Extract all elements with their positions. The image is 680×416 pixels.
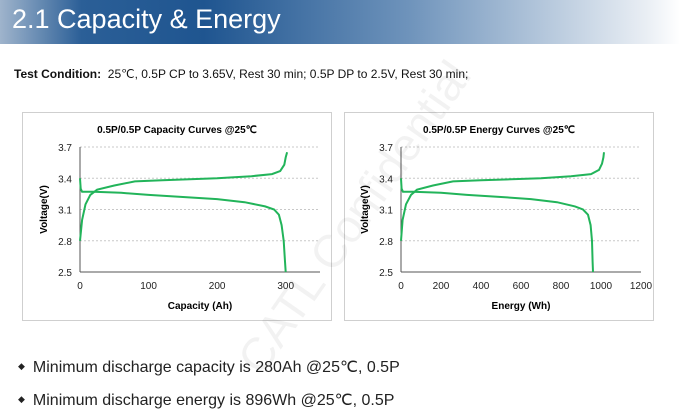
bullet-text: Minimum discharge energy is 896Wh @25℃, … [32, 391, 395, 409]
y-axis-label: Voltage(V) [39, 185, 50, 234]
energy-chart-svg: 3.7 3.4 3.1 2.8 2.5 0 200 400 600 800 1000 1200 Ener… [360, 143, 653, 312]
y-tick-label: 3.1 [58, 206, 72, 217]
bullet-text: Minimum discharge capacity is 280Ah @25℃… [32, 358, 400, 376]
y-tick-label: 3.7 [379, 143, 393, 154]
y-axis-label: Voltage(V) [360, 185, 371, 234]
test-condition: Test Condition: 25℃, 0.5P CP to 3.65V, R… [14, 67, 468, 81]
x-tick-label: 200 [209, 281, 226, 292]
y-tick-label: 3.4 [379, 174, 393, 185]
y-tick-label: 2.8 [379, 237, 393, 248]
chart-title: 0.5P/0.5P Energy Curves @25℃ [423, 125, 575, 136]
discharge-curve [79, 178, 287, 273]
header-banner: 2.1 Capacity & Energy [0, 0, 680, 44]
chart-title: 0.5P/0.5P Capacity Curves @25℃ [97, 125, 257, 136]
diamond-bullet-icon: ◆ [18, 361, 25, 371]
bullet-item: ◆ Minimum discharge capacity is 280Ah @25… [18, 350, 400, 383]
page-title: 2.1 Capacity & Energy [12, 4, 281, 34]
y-tick-label: 3.4 [58, 174, 72, 185]
test-condition-label: Test Condition: [14, 67, 102, 81]
diamond-bullet-icon: ◆ [18, 394, 25, 404]
x-tick-label: 0 [398, 281, 404, 292]
x-tick-label: 100 [140, 281, 157, 292]
bullet-item: ◆ Minimum discharge energy is 896Wh @25℃,… [18, 383, 400, 416]
energy-chart: 0.5P/0.5P Energy Curves @25℃ 3.7 3.4 3.1 2.… [344, 112, 654, 321]
capacity-chart-svg: 3.7 3.4 3.1 2.8 2.5 0 100 200 300 Capacity (Ah) Vo… [39, 143, 320, 312]
charge-curve [400, 152, 605, 241]
x-tick-label: 1200 [630, 281, 653, 292]
x-tick-label: 800 [553, 281, 570, 292]
x-axis-label: Capacity (Ah) [168, 301, 232, 312]
y-tick-label: 2.8 [58, 237, 72, 248]
y-tick-label: 2.5 [379, 268, 393, 279]
charge-curve [79, 151, 289, 241]
x-tick-label: 600 [513, 281, 530, 292]
test-condition-text: 25℃, 0.5P CP to 3.65V, Rest 30 min; 0.5P… [107, 67, 469, 81]
x-tick-label: 300 [277, 281, 294, 292]
y-tick-label: 2.5 [58, 268, 72, 279]
x-axis-label: Energy (Wh) [492, 301, 551, 312]
bullet-list: ◆ Minimum discharge capacity is 280Ah @25… [18, 350, 400, 416]
x-tick-label: 1000 [590, 281, 613, 292]
x-tick-label: 400 [473, 281, 490, 292]
capacity-chart: 0.5P/0.5P Capacity Curves @25℃ 3.7 3.4 3.1… [22, 112, 332, 321]
x-tick-label: 200 [433, 281, 450, 292]
y-tick-label: 3.7 [58, 143, 72, 154]
y-tick-label: 3.1 [379, 206, 393, 217]
x-tick-label: 0 [77, 281, 83, 292]
discharge-curve [400, 178, 594, 273]
